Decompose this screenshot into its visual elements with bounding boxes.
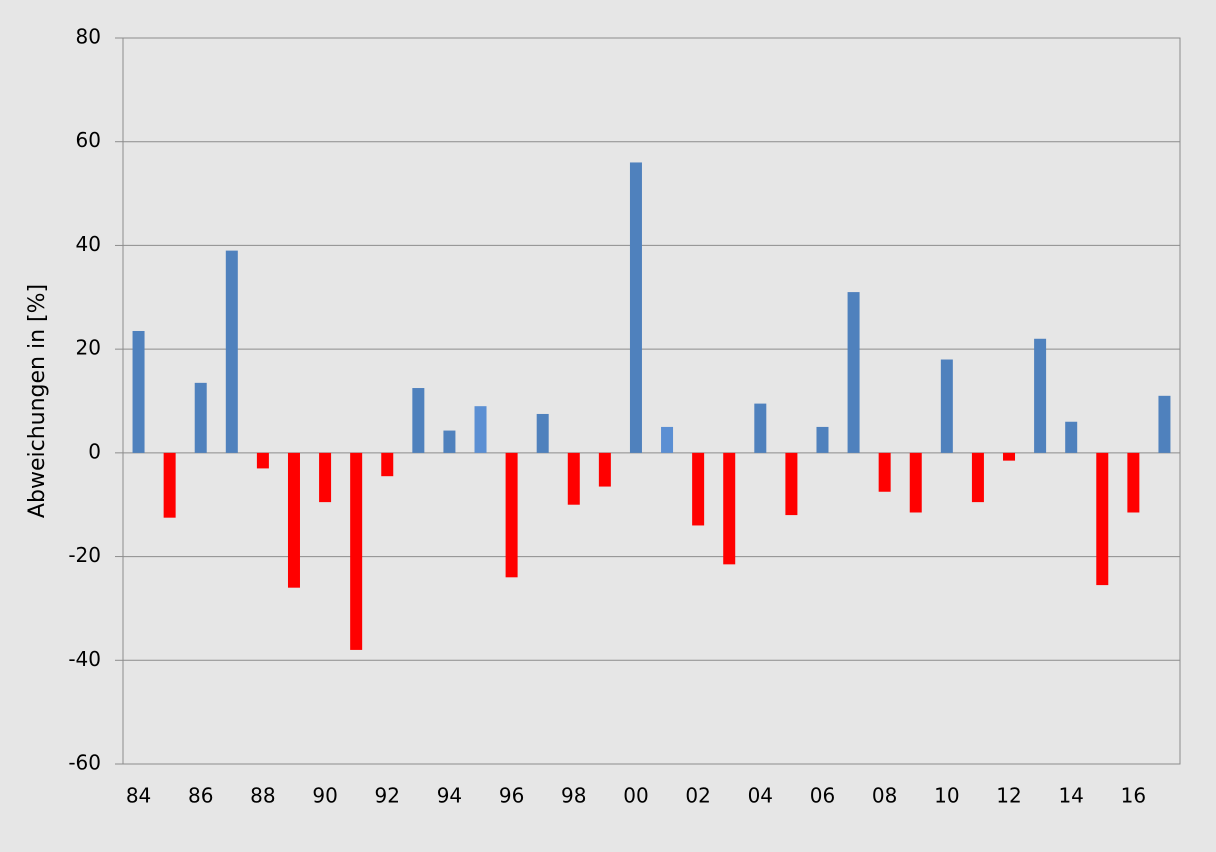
bar xyxy=(505,452,518,578)
bar xyxy=(474,406,487,453)
bar xyxy=(723,452,736,565)
y-tick-label: -40 xyxy=(68,647,101,671)
bar xyxy=(661,426,674,453)
bar xyxy=(1065,421,1078,453)
bar xyxy=(381,452,394,477)
bar xyxy=(816,426,829,453)
x-tick-label: 84 xyxy=(126,784,151,808)
bar xyxy=(536,413,549,453)
y-tick-label: 80 xyxy=(76,25,101,49)
bar xyxy=(350,452,363,650)
x-tick-label: 06 xyxy=(810,784,835,808)
x-tick-label: 12 xyxy=(996,784,1021,808)
y-tick-label: 0 xyxy=(88,439,101,463)
bar xyxy=(443,430,456,453)
bar xyxy=(1096,452,1109,586)
x-tick-label: 02 xyxy=(685,784,710,808)
bar xyxy=(567,452,580,505)
bar xyxy=(256,452,269,469)
bar xyxy=(598,452,611,487)
x-tick-label: 94 xyxy=(437,784,462,808)
bar xyxy=(1003,452,1016,461)
bar xyxy=(1127,452,1140,513)
y-tick-label: -20 xyxy=(68,543,101,567)
bar xyxy=(692,452,705,526)
x-tick-label: 88 xyxy=(250,784,275,808)
x-tick-label: 14 xyxy=(1058,784,1083,808)
bar xyxy=(1158,395,1171,453)
bar xyxy=(878,452,891,492)
y-tick-label: -60 xyxy=(68,751,101,775)
bar xyxy=(319,452,332,503)
y-tick-label: 20 xyxy=(76,336,101,360)
plot-area xyxy=(122,37,1181,765)
bar xyxy=(971,452,984,503)
x-tick-label: 10 xyxy=(934,784,959,808)
x-tick-label: 90 xyxy=(312,784,337,808)
bar xyxy=(785,452,798,516)
bar xyxy=(225,250,238,453)
y-axis-label: Abweichungen in [%] xyxy=(25,284,50,518)
bar xyxy=(629,162,642,453)
bar xyxy=(163,452,176,518)
bar xyxy=(940,359,953,453)
x-tick-label: 08 xyxy=(872,784,897,808)
bar xyxy=(132,330,145,453)
x-tick-label: 92 xyxy=(375,784,400,808)
bar xyxy=(1034,338,1047,453)
bar xyxy=(412,388,425,453)
x-tick-label: 16 xyxy=(1121,784,1146,808)
y-tick-label: 40 xyxy=(76,232,101,256)
x-tick-label: 00 xyxy=(623,784,648,808)
y-tick-label: 60 xyxy=(76,128,101,152)
bar xyxy=(287,452,300,588)
x-tick-label: 86 xyxy=(188,784,213,808)
bar xyxy=(847,292,860,453)
x-tick-label: 04 xyxy=(748,784,773,808)
bar xyxy=(909,452,922,513)
bar xyxy=(754,403,767,453)
x-tick-label: 98 xyxy=(561,784,586,808)
x-tick-label: 96 xyxy=(499,784,524,808)
bar xyxy=(194,382,207,453)
